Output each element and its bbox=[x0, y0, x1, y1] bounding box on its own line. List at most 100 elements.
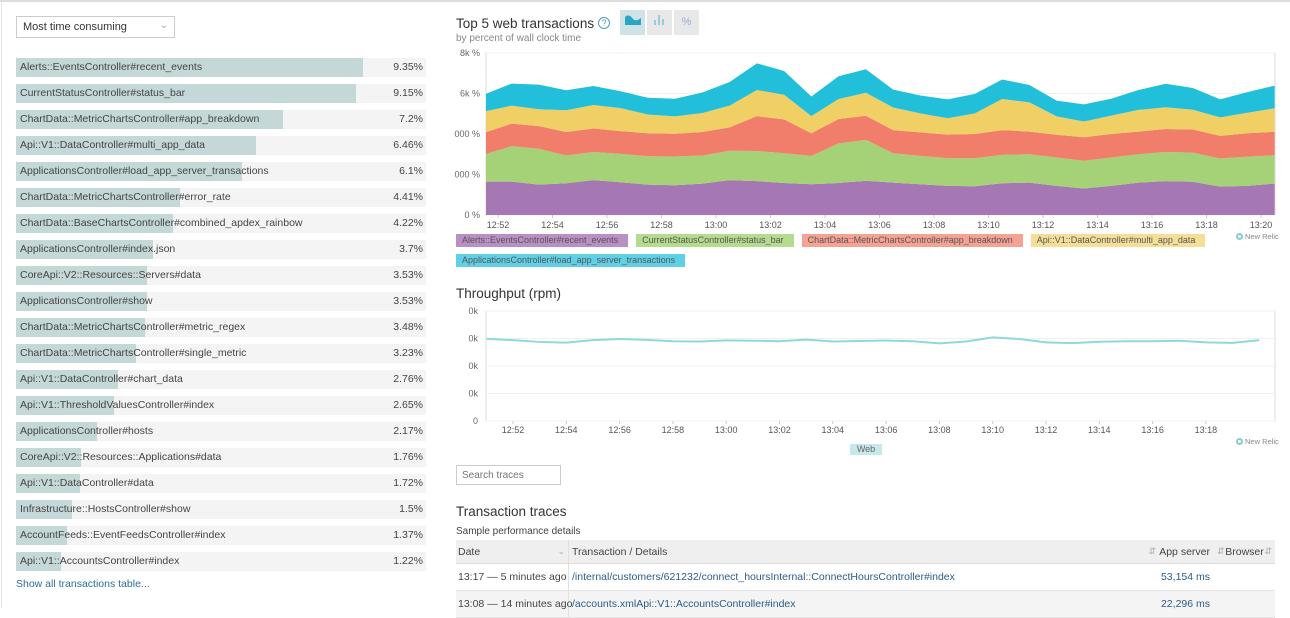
transaction-row[interactable]: ChartData::MetricChartsController#single… bbox=[16, 344, 426, 363]
column-app-server[interactable]: ⇵ App server bbox=[1131, 540, 1215, 563]
transaction-percent: 9.15% bbox=[393, 87, 423, 99]
area-series-4 bbox=[486, 63, 1275, 122]
sort-dropdown[interactable]: Most time consuming ⌄ bbox=[16, 16, 175, 38]
transaction-percent: 4.22% bbox=[393, 217, 423, 229]
x-tick-label: 13:02 bbox=[768, 425, 791, 435]
percent-bar bbox=[16, 84, 356, 103]
transaction-name: ApplicationsController#load_app_server_t… bbox=[20, 165, 269, 177]
transaction-row[interactable]: ChartData::BaseChartsController#combined… bbox=[16, 214, 426, 233]
percent-bar bbox=[16, 214, 173, 233]
x-tick-label: 12:54 bbox=[555, 425, 578, 435]
column-label: App server bbox=[1159, 545, 1210, 558]
transaction-row[interactable]: CurrentStatusController#status_bar 9.15% bbox=[16, 84, 426, 103]
y-tick-label: 0k bbox=[468, 389, 478, 399]
transaction-percent: 4.41% bbox=[393, 191, 423, 203]
transaction-row[interactable]: CoreApi::V2::Resources::Servers#data 3.53… bbox=[16, 266, 426, 285]
transaction-row[interactable]: ApplicationsController#index.json 3.7% bbox=[16, 240, 426, 259]
y-tick-label: 0 bbox=[473, 416, 478, 426]
transaction-row[interactable]: CoreApi::V2::Resources::Applications#dat… bbox=[16, 448, 426, 467]
x-tick-label: 13:16 bbox=[1141, 425, 1164, 435]
transaction-row[interactable]: ApplicationsController#hosts 2.17% bbox=[16, 422, 426, 441]
transaction-row[interactable]: ApplicationsController#show 3.53% bbox=[16, 292, 426, 311]
traces-table: Date ⌄ Transaction / Details ⇵ App server … bbox=[456, 540, 1275, 618]
area-chart-toggle[interactable] bbox=[620, 10, 645, 35]
sort-dropdown-value: Most time consuming bbox=[23, 21, 127, 33]
transaction-name: Api::V1::DataController#data bbox=[20, 477, 154, 489]
transaction-name: ChartData::MetricChartsController#app_br… bbox=[20, 113, 260, 125]
percent-bar bbox=[16, 396, 115, 415]
transaction-percent: 3.7% bbox=[399, 243, 423, 255]
transaction-percent: 6.46% bbox=[393, 139, 423, 151]
transaction-row[interactable]: Api::V1::AccountsController#index 1.22% bbox=[16, 552, 426, 571]
trace-transaction[interactable]: /internal/customers/621232/connect_hours… bbox=[572, 571, 955, 583]
table-row[interactable]: 13:08 — 14 minutes ago /accounts.xmlApi:… bbox=[456, 591, 1275, 618]
trace-app-server: 53,154 ms bbox=[1160, 571, 1210, 583]
transaction-percent: 1.22% bbox=[393, 555, 423, 567]
x-tick-label: 13:20 bbox=[1250, 220, 1273, 230]
percent-bar bbox=[16, 162, 243, 181]
search-traces-input[interactable] bbox=[456, 465, 561, 485]
percent-bar bbox=[16, 448, 82, 467]
trace-transaction[interactable]: /accounts.xmlApi::V1::AccountsController… bbox=[572, 598, 796, 610]
transaction-name: ChartData::MetricChartsController#error_… bbox=[20, 191, 231, 203]
transaction-name: CoreApi::V2::Resources::Applications#dat… bbox=[20, 451, 222, 463]
transaction-row[interactable]: ChartData::MetricChartsController#app_br… bbox=[16, 110, 426, 129]
throughput-title: Throughput (rpm) bbox=[456, 286, 562, 301]
new-relic-logo-icon bbox=[1236, 233, 1243, 240]
transaction-percent: 1.76% bbox=[393, 451, 423, 463]
trace-app-server: 22,296 ms bbox=[1160, 598, 1210, 610]
transaction-percent: 3.23% bbox=[393, 347, 423, 359]
legend-item[interactable]: CurrentStatusController#status_bar bbox=[636, 234, 794, 247]
y-tick-label: 0k bbox=[468, 361, 478, 371]
transaction-percent: 2.76% bbox=[393, 373, 423, 385]
sort-icon: ⇵ bbox=[1264, 546, 1272, 556]
x-tick-label: 13:12 bbox=[1035, 425, 1058, 435]
legend-item[interactable]: ApplicationsController#load_app_server_t… bbox=[456, 254, 686, 267]
x-tick-label: 13:08 bbox=[923, 220, 946, 230]
transaction-name: Api::V1::DataController#multi_app_data bbox=[20, 139, 206, 151]
x-tick-label: 12:52 bbox=[487, 220, 510, 230]
transaction-percent: 3.48% bbox=[393, 321, 423, 333]
x-tick-label: 13:00 bbox=[715, 425, 738, 435]
percent-bar bbox=[16, 526, 67, 545]
transaction-row[interactable]: Api::V1::DataController#data 1.72% bbox=[16, 474, 426, 493]
x-tick-label: 13:18 bbox=[1195, 220, 1218, 230]
y-tick-label: 0k bbox=[468, 306, 478, 316]
transaction-row[interactable]: Api::V1::ThresholdValuesController#index… bbox=[16, 396, 426, 415]
transaction-name: ChartData::BaseChartsController#combined… bbox=[20, 217, 303, 229]
sort-down-icon: ⌄ bbox=[557, 546, 565, 556]
transaction-row[interactable]: AccountFeeds::EventFeedsController#index… bbox=[16, 526, 426, 545]
transaction-name: AccountFeeds::EventFeedsController#index bbox=[20, 529, 226, 541]
new-relic-brand: New Relic bbox=[1236, 437, 1279, 446]
legend-item[interactable]: Api::V1::DataController#multi_app_data bbox=[1030, 234, 1206, 247]
transaction-row[interactable]: Alerts::EventsController#recent_events 9.… bbox=[16, 58, 426, 77]
x-tick-label: 13:00 bbox=[705, 220, 728, 230]
transaction-name: Alerts::EventsController#recent_events bbox=[20, 61, 203, 73]
percent-bar bbox=[16, 58, 363, 77]
column-label: Browser bbox=[1225, 545, 1264, 558]
transaction-row[interactable]: Infrastructure::HostsController#show 1.5% bbox=[16, 500, 426, 519]
help-icon[interactable]: ? bbox=[598, 17, 611, 29]
percent-bar bbox=[16, 318, 146, 337]
column-transaction[interactable]: Transaction / Details bbox=[569, 540, 1131, 563]
column-date[interactable]: Date ⌄ bbox=[456, 540, 569, 563]
transaction-row[interactable]: ChartData::MetricChartsController#metric… bbox=[16, 318, 426, 337]
transaction-row[interactable]: Api::V1::DataController#multi_app_data 6.… bbox=[16, 136, 426, 155]
transaction-percent: 3.53% bbox=[393, 295, 423, 307]
transaction-row[interactable]: Api::V1::DataController#chart_data 2.76% bbox=[16, 370, 426, 389]
bar-chart-toggle[interactable] bbox=[647, 10, 672, 35]
transaction-row[interactable]: ChartData::MetricChartsController#error_… bbox=[16, 188, 426, 207]
x-tick-label: 13:14 bbox=[1086, 220, 1109, 230]
legend-item[interactable]: ChartData::MetricChartsController#app_br… bbox=[801, 234, 1023, 247]
legend-web[interactable]: Web bbox=[850, 444, 882, 455]
transaction-name: Api::V1::ThresholdValuesController#index bbox=[20, 399, 215, 411]
percent-bar bbox=[16, 552, 62, 571]
column-browser[interactable]: ⇵ Browser ⇵ bbox=[1215, 540, 1275, 563]
transaction-row[interactable]: ApplicationsController#load_app_server_t… bbox=[16, 162, 426, 181]
column-label: Transaction / Details bbox=[572, 545, 668, 558]
column-label: Date bbox=[458, 545, 481, 558]
legend-item[interactable]: Alerts::EventsController#recent_events bbox=[456, 234, 629, 247]
table-row[interactable]: 13:17 — 5 minutes ago /internal/customer… bbox=[456, 564, 1275, 591]
percent-toggle[interactable]: % bbox=[674, 10, 699, 35]
show-all-transactions-link[interactable]: Show all transactions table... bbox=[16, 578, 150, 590]
